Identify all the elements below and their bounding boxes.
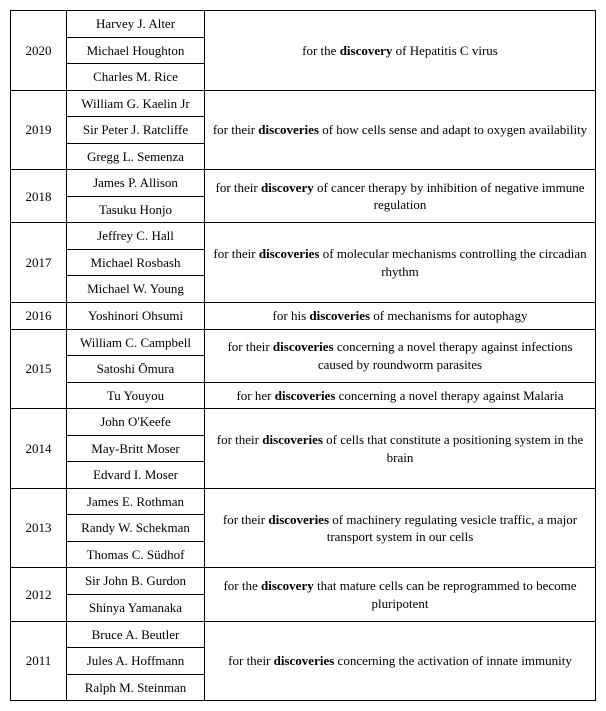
citation-post: of machinery regulating vesicle traffic,… — [327, 512, 577, 545]
nobel-prize-table: 2020Harvey J. Alterfor the discovery of … — [10, 10, 596, 701]
laureate-name-cell: Yoshinori Ohsumi — [67, 303, 205, 330]
citation-post: concerning the activation of innate immu… — [334, 653, 572, 668]
table-row: 2019William G. Kaelin Jrfor their discov… — [11, 90, 596, 117]
laureate-name-cell: Michael Houghton — [67, 37, 205, 64]
laureate-name-cell: Tu Youyou — [67, 382, 205, 409]
laureate-name-cell: Michael W. Young — [67, 276, 205, 303]
table-body: 2020Harvey J. Alterfor the discovery of … — [11, 11, 596, 701]
citation-post: concerning a novel therapy against infec… — [318, 339, 573, 372]
year-cell: 2018 — [11, 170, 67, 223]
laureate-name-cell: Shinya Yamanaka — [67, 595, 205, 622]
laureate-name-cell: Tasuku Honjo — [67, 196, 205, 223]
laureate-name-cell: Jeffrey C. Hall — [67, 223, 205, 250]
laureate-name-cell: Harvey J. Alter — [67, 11, 205, 38]
laureate-name-cell: John O'Keefe — [67, 409, 205, 436]
citation-bold: discoveries — [262, 432, 323, 447]
citation-pre: for their — [213, 246, 258, 261]
year-cell: 2013 — [11, 488, 67, 568]
laureate-name-cell: William C. Campbell — [67, 329, 205, 356]
year-cell: 2017 — [11, 223, 67, 303]
citation-bold: discoveries — [275, 388, 336, 403]
table-row: 2013James E. Rothmanfor their discoverie… — [11, 488, 596, 515]
citation-bold: discovery — [340, 43, 393, 58]
laureate-name-cell: James P. Allison — [67, 170, 205, 197]
table-row: 2011Bruce A. Beutlerfor their discoverie… — [11, 621, 596, 648]
citation-bold: discoveries — [259, 246, 320, 261]
year-cell: 2014 — [11, 409, 67, 489]
citation-cell: for their discovery of cancer therapy by… — [205, 170, 596, 223]
laureate-name-cell: Sir John B. Gurdon — [67, 568, 205, 595]
citation-cell: for her discoveries concerning a novel t… — [205, 382, 596, 409]
citation-bold: discoveries — [268, 512, 329, 527]
citation-post: of cells that constitute a positioning s… — [323, 432, 583, 465]
laureate-name-cell: James E. Rothman — [67, 488, 205, 515]
laureate-name-cell: Edvard I. Moser — [67, 462, 205, 489]
table-row: 2012Sir John B. Gurdonfor the discovery … — [11, 568, 596, 595]
citation-bold: discovery — [261, 578, 314, 593]
table-row: 2014John O'Keefefor their discoveries of… — [11, 409, 596, 436]
citation-cell: for the discovery that mature cells can … — [205, 568, 596, 621]
citation-pre: for their — [223, 512, 268, 527]
citation-cell: for his discoveries of mechanisms for au… — [205, 303, 596, 330]
citation-cell: for their discoveries of how cells sense… — [205, 90, 596, 170]
year-cell: 2015 — [11, 329, 67, 409]
laureate-name-cell: Gregg L. Semenza — [67, 143, 205, 170]
citation-post: of cancer therapy by inhibition of negat… — [314, 180, 585, 213]
citation-bold: discoveries — [273, 339, 334, 354]
laureate-name-cell: Michael Rosbash — [67, 249, 205, 276]
table-row: Tu Youyoufor her discoveries concerning … — [11, 382, 596, 409]
citation-pre: for their — [213, 122, 258, 137]
year-cell: 2012 — [11, 568, 67, 621]
laureate-name-cell: Charles M. Rice — [67, 64, 205, 91]
year-cell: 2020 — [11, 11, 67, 91]
citation-bold: discoveries — [274, 653, 335, 668]
laureate-name-cell: Sir Peter J. Ratcliffe — [67, 117, 205, 144]
citation-cell: for their discoveries concerning a novel… — [205, 329, 596, 382]
laureate-name-cell: Bruce A. Beutler — [67, 621, 205, 648]
laureate-name-cell: Thomas C. Südhof — [67, 541, 205, 568]
citation-bold: discoveries — [258, 122, 319, 137]
citation-pre: for the — [302, 43, 340, 58]
table-row: 2016Yoshinori Ohsumifor his discoveries … — [11, 303, 596, 330]
citation-post: concerning a novel therapy against Malar… — [335, 388, 563, 403]
citation-pre: for the — [223, 578, 261, 593]
citation-pre: for his — [273, 308, 310, 323]
laureate-name-cell: Ralph M. Steinman — [67, 674, 205, 701]
year-cell: 2011 — [11, 621, 67, 701]
citation-post: that mature cells can be reprogrammed to… — [314, 578, 577, 611]
table-row: 2018James P. Allisonfor their discovery … — [11, 170, 596, 197]
laureate-name-cell: Randy W. Schekman — [67, 515, 205, 542]
table-row: 2020Harvey J. Alterfor the discovery of … — [11, 11, 596, 38]
citation-cell: for their discoveries of cells that cons… — [205, 409, 596, 489]
citation-cell: for their discoveries of machinery regul… — [205, 488, 596, 568]
citation-post: of how cells sense and adapt to oxygen a… — [319, 122, 587, 137]
laureate-name-cell: William G. Kaelin Jr — [67, 90, 205, 117]
citation-pre: for their — [227, 339, 272, 354]
laureate-name-cell: May-Britt Moser — [67, 435, 205, 462]
citation-cell: for the discovery of Hepatitis C virus — [205, 11, 596, 91]
citation-cell: for their discoveries concerning the act… — [205, 621, 596, 701]
citation-pre: for their — [217, 432, 262, 447]
citation-pre: for her — [236, 388, 274, 403]
year-cell: 2016 — [11, 303, 67, 330]
citation-post: of mechanisms for autophagy — [370, 308, 527, 323]
year-cell: 2019 — [11, 90, 67, 170]
laureate-name-cell: Satoshi Ōmura — [67, 356, 205, 383]
citation-post: of Hepatitis C virus — [392, 43, 497, 58]
table-row: 2015William C. Campbellfor their discove… — [11, 329, 596, 356]
citation-bold: discoveries — [309, 308, 370, 323]
citation-post: of molecular mechanisms controlling the … — [320, 246, 587, 279]
citation-bold: discovery — [261, 180, 314, 195]
citation-pre: for their — [228, 653, 273, 668]
table-row: 2017Jeffrey C. Hallfor their discoveries… — [11, 223, 596, 250]
citation-pre: for their — [216, 180, 261, 195]
citation-cell: for their discoveries of molecular mecha… — [205, 223, 596, 303]
laureate-name-cell: Jules A. Hoffmann — [67, 648, 205, 675]
